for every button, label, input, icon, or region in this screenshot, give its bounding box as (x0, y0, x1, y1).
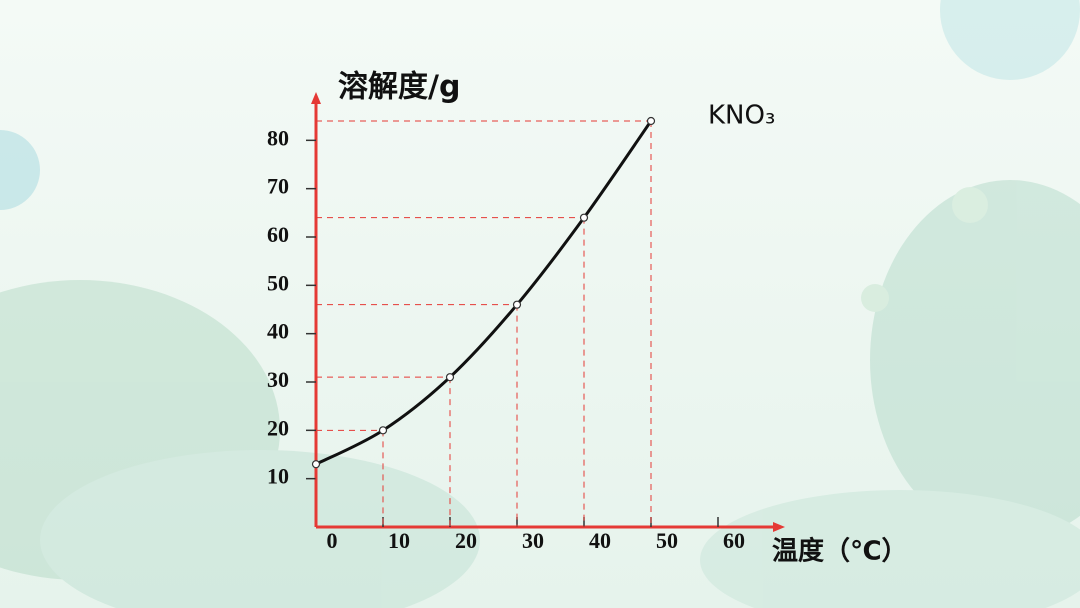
point (579, 213, 589, 222)
y-axis-label: 溶解度/g (338, 70, 460, 105)
x-axis-arrow (773, 522, 785, 532)
point (445, 373, 455, 382)
y-tick-label: 70 (267, 174, 289, 199)
y-axis-arrow (311, 92, 321, 104)
y-tick-label: 20 (267, 415, 289, 440)
y-tick-label: 60 (267, 222, 289, 247)
point (512, 300, 522, 309)
series-label: KNO₃ (708, 101, 775, 131)
x-tick-label: 40 (589, 528, 611, 553)
x-tick-label: 10 (388, 528, 410, 553)
x-tick-label: 60 (723, 528, 745, 553)
x-tick-label: 20 (455, 528, 477, 553)
x-tick-label: 50 (656, 528, 678, 553)
y-tick-label: 30 (267, 367, 289, 392)
point (646, 116, 656, 126)
y-tick-label: 80 (267, 125, 289, 150)
y-tick-label: 10 (267, 464, 289, 489)
y-tick-label: 40 (267, 319, 289, 344)
point (378, 426, 388, 435)
x-tick-label: 0 (327, 528, 338, 553)
y-tick-label: 50 (267, 270, 289, 295)
point (311, 460, 321, 469)
x-axis-label: 温度（℃） (772, 536, 908, 567)
x-tick-label: 30 (522, 528, 544, 553)
